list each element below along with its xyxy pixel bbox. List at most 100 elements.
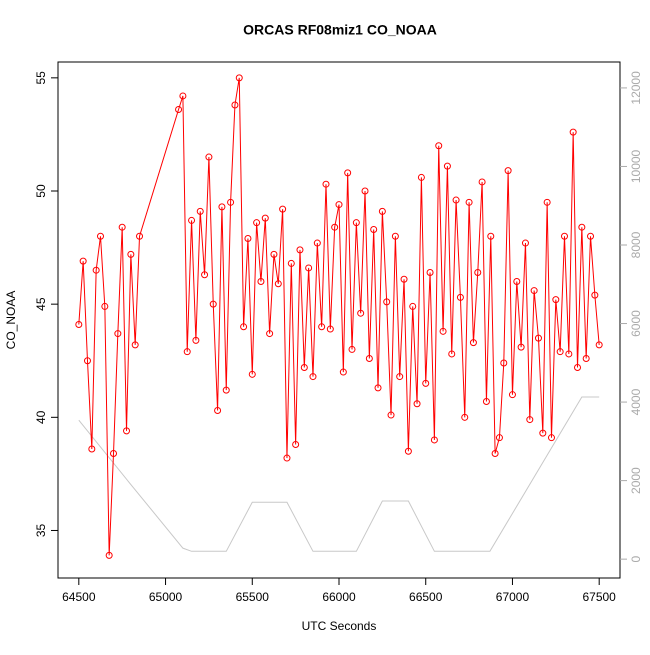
data-point [183,348,191,356]
plot-frame [57,61,621,579]
y-tick-label: 40 [34,410,48,424]
data-point [287,259,295,267]
data-point [469,339,477,347]
data-point [595,341,603,349]
x-tick-label: 64500 [62,590,96,604]
data-point [400,275,408,283]
data-point [235,74,243,82]
y-axis-label: CO_NOAA [4,291,18,350]
data-point [305,264,313,272]
data-point [266,330,274,338]
data-point [565,350,573,358]
data-point [404,447,412,455]
y-tick-label: 35 [34,523,48,537]
data-point [114,330,122,338]
data-point [391,232,399,240]
data-point [413,400,421,408]
data-point [426,268,434,276]
data-point [318,323,326,331]
data-point [387,411,395,419]
data-point [534,334,542,342]
data-point [344,169,352,177]
data-point [83,357,91,365]
y-tick-label: 45 [34,297,48,311]
data-point [348,345,356,353]
data-point [118,223,126,231]
x-tick-label: 67000 [496,590,530,604]
y2-tick-label: 0 [629,555,643,562]
data-point [105,551,113,559]
data-point [547,434,555,442]
data-point [309,373,317,381]
data-point [409,302,417,310]
data-point [313,239,321,247]
data-point [326,325,334,333]
data-point [443,162,451,170]
data-point [96,232,104,240]
y2-tick-label: 8000 [629,231,643,258]
data-point [439,327,447,335]
data-point [279,205,287,213]
data-point [374,384,382,392]
data-point [300,364,308,372]
data-point [244,235,252,243]
data-point [582,354,590,362]
data-point [465,198,473,206]
data-point [188,216,196,224]
data-point [591,291,599,299]
data-point [539,429,547,437]
data-point [205,153,213,161]
data-point [578,223,586,231]
data-point [430,436,438,444]
data-point [491,450,499,458]
data-point [136,232,144,240]
data-point [504,167,512,175]
data-point [569,128,577,136]
data-point [175,106,183,114]
data-point [508,391,516,399]
y2-tick-label: 4000 [629,388,643,415]
data-point [456,293,464,301]
series-line [78,396,600,552]
data-point [270,250,278,258]
x-tick-label: 66000 [322,590,356,604]
data-point [322,180,330,188]
data-point [435,142,443,150]
y2-tick-label: 6000 [629,310,643,337]
data-point [240,323,248,331]
data-point [474,268,482,276]
data-point [587,232,595,240]
data-point [361,187,369,195]
x-tick-label: 65500 [236,590,270,604]
x-axis-label: UTC Seconds [302,619,377,633]
data-point [292,440,300,448]
data-point [192,336,200,344]
data-point [487,232,495,240]
x-tick-label: 66500 [409,590,443,604]
data-point [448,350,456,358]
data-point [209,300,217,308]
data-point [461,413,469,421]
data-point [560,232,568,240]
data-point [88,445,96,453]
data-point [214,407,222,415]
series-line [78,77,600,556]
data-point [526,416,534,424]
y-tick-label: 55 [34,71,48,85]
data-point [543,198,551,206]
data-point [482,397,490,405]
x-tick-label: 65000 [149,590,183,604]
data-point [331,223,339,231]
data-point [123,427,131,435]
data-point [261,214,269,222]
data-point [257,278,265,286]
y2-tick-label: 10000 [629,149,643,183]
data-point [357,309,365,317]
data-point [521,239,529,247]
data-point [495,434,503,442]
data-point [92,266,100,274]
data-point [339,368,347,376]
data-point [274,280,282,288]
data-point [131,341,139,349]
